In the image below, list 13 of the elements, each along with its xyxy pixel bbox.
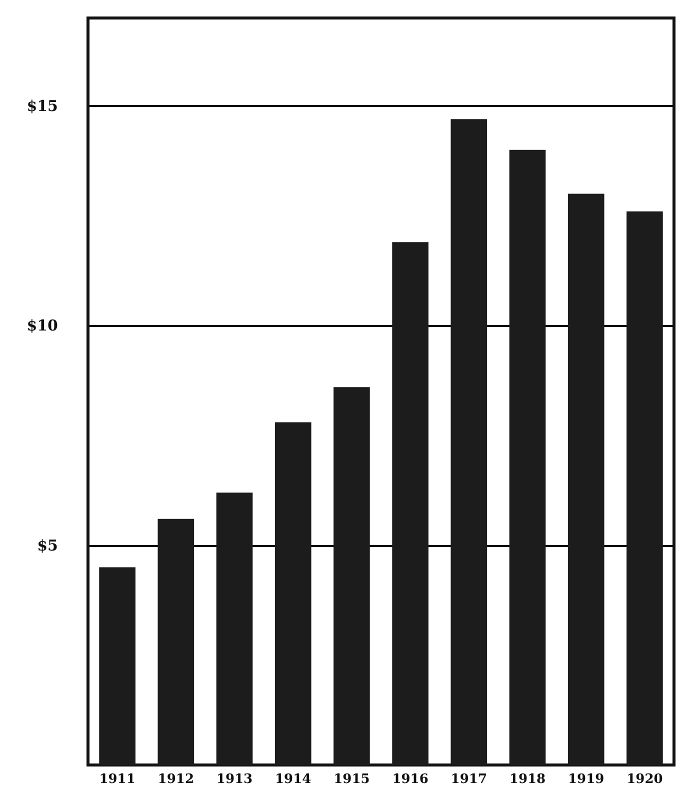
x-tick-label: 1911 (99, 772, 136, 787)
x-tick-label: 1920 (626, 772, 663, 787)
x-tick-label: 1917 (450, 772, 487, 787)
y-tick-label: $15 (26, 96, 58, 115)
x-tick-label: 1913 (216, 772, 253, 787)
x-tick-label: 1912 (158, 772, 194, 787)
x-tick-label: 1916 (392, 772, 428, 787)
x-tick-label: 1918 (509, 772, 546, 787)
y-tick-label: $10 (26, 316, 58, 335)
x-tick-label: 1919 (568, 772, 604, 787)
y-tick-label: $5 (37, 536, 58, 554)
x-tick-label: 1914 (275, 772, 312, 787)
x-tick-label: 1915 (334, 772, 370, 787)
